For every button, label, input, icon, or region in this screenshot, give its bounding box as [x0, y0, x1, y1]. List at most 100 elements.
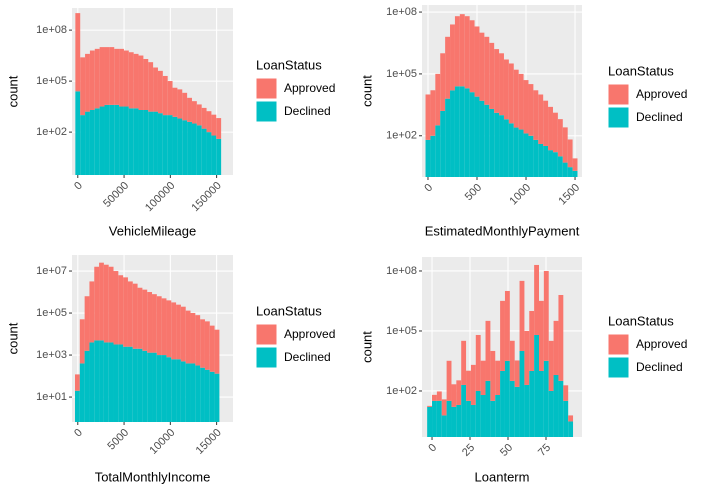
bar	[454, 86, 460, 177]
bar	[440, 110, 446, 177]
y-tick-label: 1e+07	[36, 265, 67, 277]
bar	[147, 352, 153, 422]
y-axis-title: count	[359, 331, 374, 363]
bar	[528, 135, 534, 177]
bar	[469, 92, 475, 177]
bar	[99, 262, 104, 341]
bar	[519, 280, 525, 351]
bar	[548, 106, 553, 151]
bar	[508, 123, 514, 177]
bar	[80, 57, 86, 116]
bar	[75, 13, 81, 92]
bar	[89, 109, 95, 175]
bar	[445, 98, 451, 177]
bar	[567, 139, 573, 168]
bar	[509, 380, 515, 437]
bar	[94, 48, 100, 109]
bar	[451, 406, 457, 437]
bar	[509, 340, 515, 381]
bar	[538, 370, 544, 437]
y-tick-label: 1e+05	[386, 68, 417, 80]
y-tick-label: 1e+02	[36, 126, 67, 138]
bar	[161, 298, 167, 356]
bar	[187, 121, 192, 175]
bar	[156, 296, 162, 356]
bar	[166, 300, 172, 358]
bar	[441, 399, 447, 416]
bar	[75, 374, 80, 391]
bar	[456, 404, 462, 437]
bar	[450, 90, 455, 177]
bar	[454, 16, 460, 87]
bar	[548, 390, 554, 437]
bar	[118, 344, 124, 422]
bar	[123, 50, 129, 107]
bar	[119, 48, 124, 107]
bar	[84, 296, 90, 351]
bar	[484, 36, 490, 105]
legend-label: Approved	[636, 337, 687, 351]
bar	[464, 16, 470, 89]
bar	[552, 112, 558, 153]
bar	[123, 106, 129, 175]
bar	[211, 114, 217, 136]
bar	[147, 292, 153, 353]
bar	[529, 370, 535, 437]
bar	[148, 62, 154, 112]
bar	[214, 373, 220, 422]
bar	[508, 63, 514, 124]
bar	[161, 355, 167, 422]
bar	[543, 270, 549, 361]
legend-title: LoanStatus	[256, 303, 322, 318]
bar	[206, 111, 212, 133]
bar	[466, 400, 471, 437]
bar	[479, 100, 485, 177]
bar	[563, 385, 569, 401]
bar	[432, 394, 437, 401]
bar	[427, 406, 433, 437]
legend-key	[607, 356, 630, 379]
bar	[185, 310, 191, 364]
x-tick-label: 0	[72, 180, 85, 193]
bar	[85, 53, 90, 112]
y-tick-label: 1e+08	[386, 6, 417, 18]
bar	[552, 152, 558, 177]
bar	[204, 321, 210, 370]
bar	[113, 344, 119, 422]
y-tick-label: 1e+02	[386, 130, 417, 142]
bar	[523, 133, 529, 177]
bar	[475, 334, 481, 391]
x-tick-label: 50	[498, 442, 515, 459]
bar	[495, 360, 501, 395]
y-tick-label: 1e+08	[36, 24, 67, 36]
bar	[466, 370, 471, 401]
bar	[543, 360, 549, 437]
bar	[79, 319, 85, 364]
x-tick-label: 50000	[101, 180, 131, 210]
bar	[425, 94, 431, 140]
bar	[446, 360, 452, 401]
x-axis-title: EstimatedMonthlyPayment	[425, 223, 580, 238]
y-axis-title: count	[5, 322, 20, 354]
bar	[518, 73, 524, 130]
bar	[190, 313, 196, 364]
bar	[109, 104, 115, 175]
legend-key	[255, 100, 278, 123]
bar	[459, 86, 465, 177]
bar	[503, 119, 509, 177]
bar	[479, 32, 485, 101]
bar	[167, 115, 173, 175]
bar	[500, 300, 505, 371]
x-tick-label: 1000	[507, 182, 533, 208]
bar	[553, 374, 559, 437]
bar	[461, 384, 467, 437]
legend-label: Approved	[284, 327, 335, 341]
bar	[558, 380, 564, 437]
bar	[148, 111, 154, 175]
bar	[114, 48, 120, 105]
bar	[143, 58, 149, 110]
bar	[153, 111, 158, 175]
bar	[518, 129, 524, 177]
bar	[474, 26, 480, 97]
x-tick-label: 100000	[143, 180, 177, 214]
